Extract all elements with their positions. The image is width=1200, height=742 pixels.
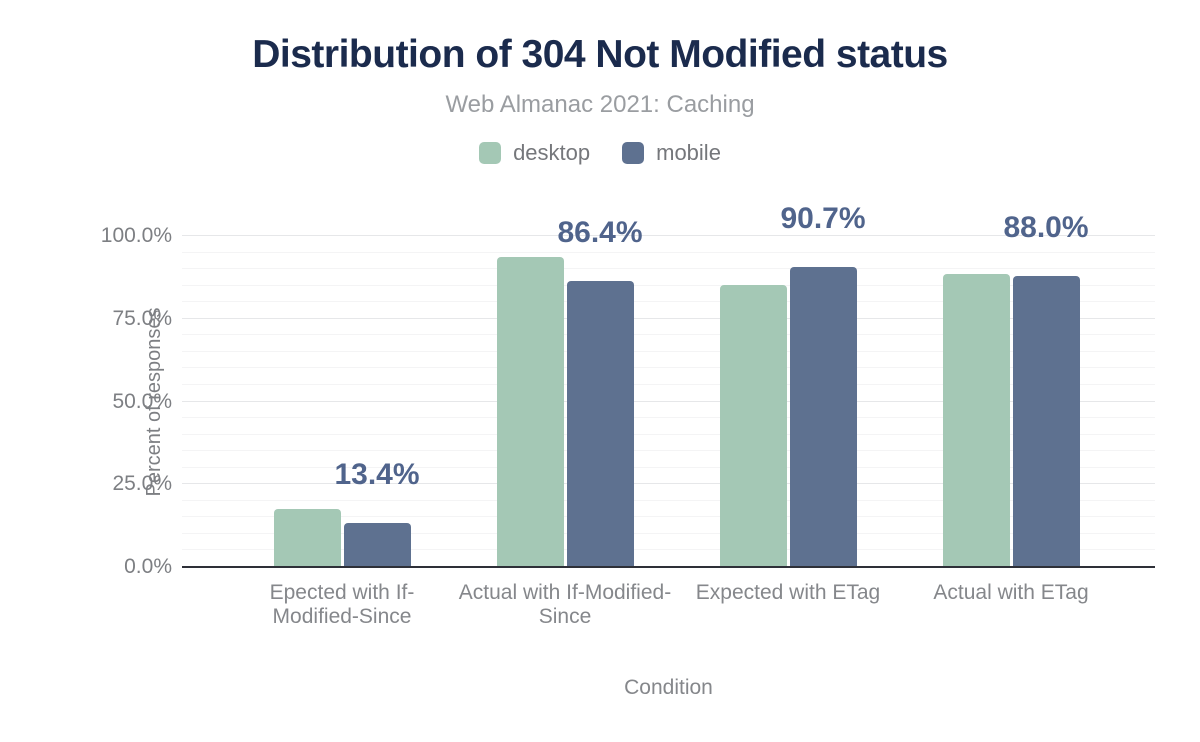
legend-item-desktop[interactable]: desktop: [479, 140, 590, 166]
minor-gridline-95: [182, 251, 1155, 253]
y-tick-75.0%: 75.0%: [112, 306, 172, 330]
minor-gridline-70: [182, 334, 1155, 336]
plot-area: Percent of responses Condition 0.0% 25.0%…: [101, 203, 1155, 699]
minor-gridline-15: [182, 516, 1155, 518]
minor-gridline-10: [182, 532, 1155, 534]
minor-gridline-45: [182, 417, 1155, 419]
x-category-label-1: Epected with If-Modified-Since: [269, 581, 415, 628]
bar-desktop-1[interactable]: [273, 509, 341, 567]
chart-title: Distribution of 304 Not Modified status: [252, 33, 948, 76]
minor-gridline-85: [182, 284, 1155, 286]
bar-mobile-1[interactable]: [343, 522, 411, 567]
bar-desktop-3[interactable]: [719, 285, 787, 567]
x-category-label-3: Expected with ETag: [695, 581, 881, 604]
bar-value-label-2: 86.4%: [557, 216, 643, 250]
minor-gridline-90: [182, 268, 1155, 270]
bar-desktop-4[interactable]: [942, 274, 1010, 567]
y-tick-25.0%: 25.0%: [112, 472, 172, 496]
x-category-label-2: Actual with If-Modified-Since: [458, 581, 672, 628]
desktop-swatch-icon: [479, 142, 502, 164]
minor-gridline-65: [182, 350, 1155, 352]
minor-gridline-30: [182, 466, 1155, 468]
minor-gridline-60: [182, 367, 1155, 369]
mobile-swatch-icon: [622, 142, 645, 164]
y-tick-100.0%: 100.0%: [100, 224, 172, 247]
bar-mobile-3[interactable]: [789, 266, 857, 567]
bar-value-label-1: 13.4%: [334, 457, 420, 491]
bar-value-label-3: 90.7%: [780, 201, 866, 235]
legend-item-mobile[interactable]: mobile: [622, 140, 721, 166]
y-tick-0.0%: 0.0%: [124, 555, 172, 578]
y-tick-50.0%: 50.0%: [112, 389, 172, 413]
x-category-label-4: Actual with ETag: [933, 581, 1089, 604]
major-gridline-25: [182, 483, 1155, 485]
major-gridline-100: [182, 235, 1155, 236]
legend-label-desktop: desktop: [513, 140, 591, 165]
x-axis-line: [182, 566, 1155, 568]
major-gridline-50: [182, 400, 1155, 402]
bar-desktop-2[interactable]: [496, 256, 564, 567]
minor-gridline-35: [182, 450, 1155, 452]
legend-label-mobile: mobile: [656, 140, 721, 165]
minor-gridline-55: [182, 383, 1155, 385]
bar-mobile-2[interactable]: [566, 281, 634, 567]
major-gridline-75: [182, 317, 1155, 319]
bar-mobile-4[interactable]: [1012, 275, 1080, 567]
minor-gridline-5: [182, 549, 1155, 551]
minor-gridline-80: [182, 301, 1155, 303]
minor-gridline-40: [182, 433, 1155, 435]
x-axis-title: Condition: [624, 676, 713, 699]
minor-gridline-20: [182, 499, 1155, 501]
legend: desktop mobile: [0, 140, 1200, 166]
bar-value-label-4: 88.0%: [1003, 210, 1089, 244]
chart-subtitle: Web Almanac 2021: Caching: [445, 91, 755, 118]
